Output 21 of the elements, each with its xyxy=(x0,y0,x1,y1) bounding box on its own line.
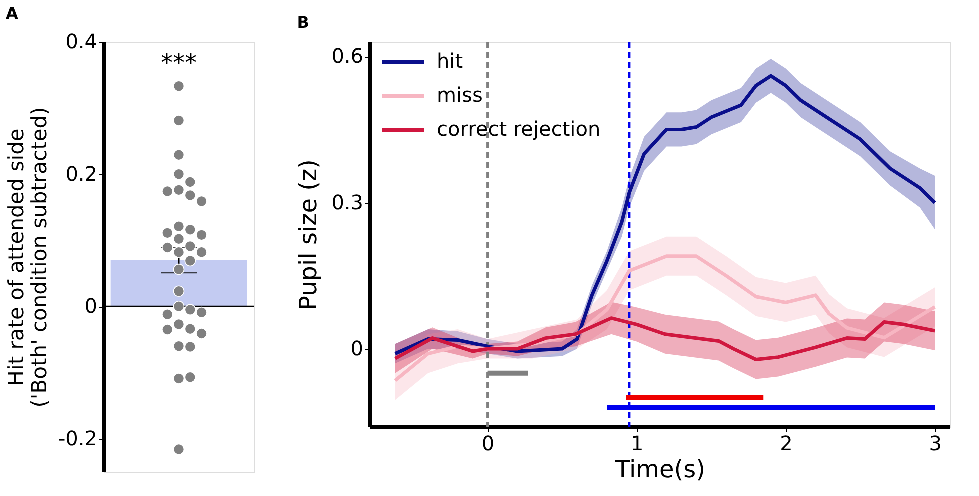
y-tick-label: -0.2 xyxy=(58,426,98,450)
x-tick-label: 0 xyxy=(482,432,495,456)
annotation: *** xyxy=(161,49,197,77)
y-tick-label: 0.2 xyxy=(66,162,98,186)
x-tick-label: 1 xyxy=(631,432,644,456)
text: B xyxy=(297,12,310,32)
x-tick-label: 2 xyxy=(780,432,793,456)
y-tick-label: 0 xyxy=(350,336,364,361)
legend-label: hit xyxy=(437,49,464,73)
y-tick-label: 0 xyxy=(84,294,98,318)
x-axis-title: Time(s) xyxy=(614,456,706,484)
x-tick-label: 3 xyxy=(929,432,942,456)
legend-label: correct rejection xyxy=(437,117,601,141)
y-tick-label: 0.4 xyxy=(66,30,98,54)
y-tick-label: 0.3 xyxy=(332,190,364,214)
y-tick-label: 0.6 xyxy=(332,44,364,68)
y-axis-title: Hit rate of attended side ('Both' condition subtracted) xyxy=(4,107,52,408)
y-axis-title: Pupil size (z) xyxy=(294,160,323,310)
text: A xyxy=(6,4,19,23)
line-series xyxy=(394,316,937,362)
legend-label: miss xyxy=(437,83,483,107)
